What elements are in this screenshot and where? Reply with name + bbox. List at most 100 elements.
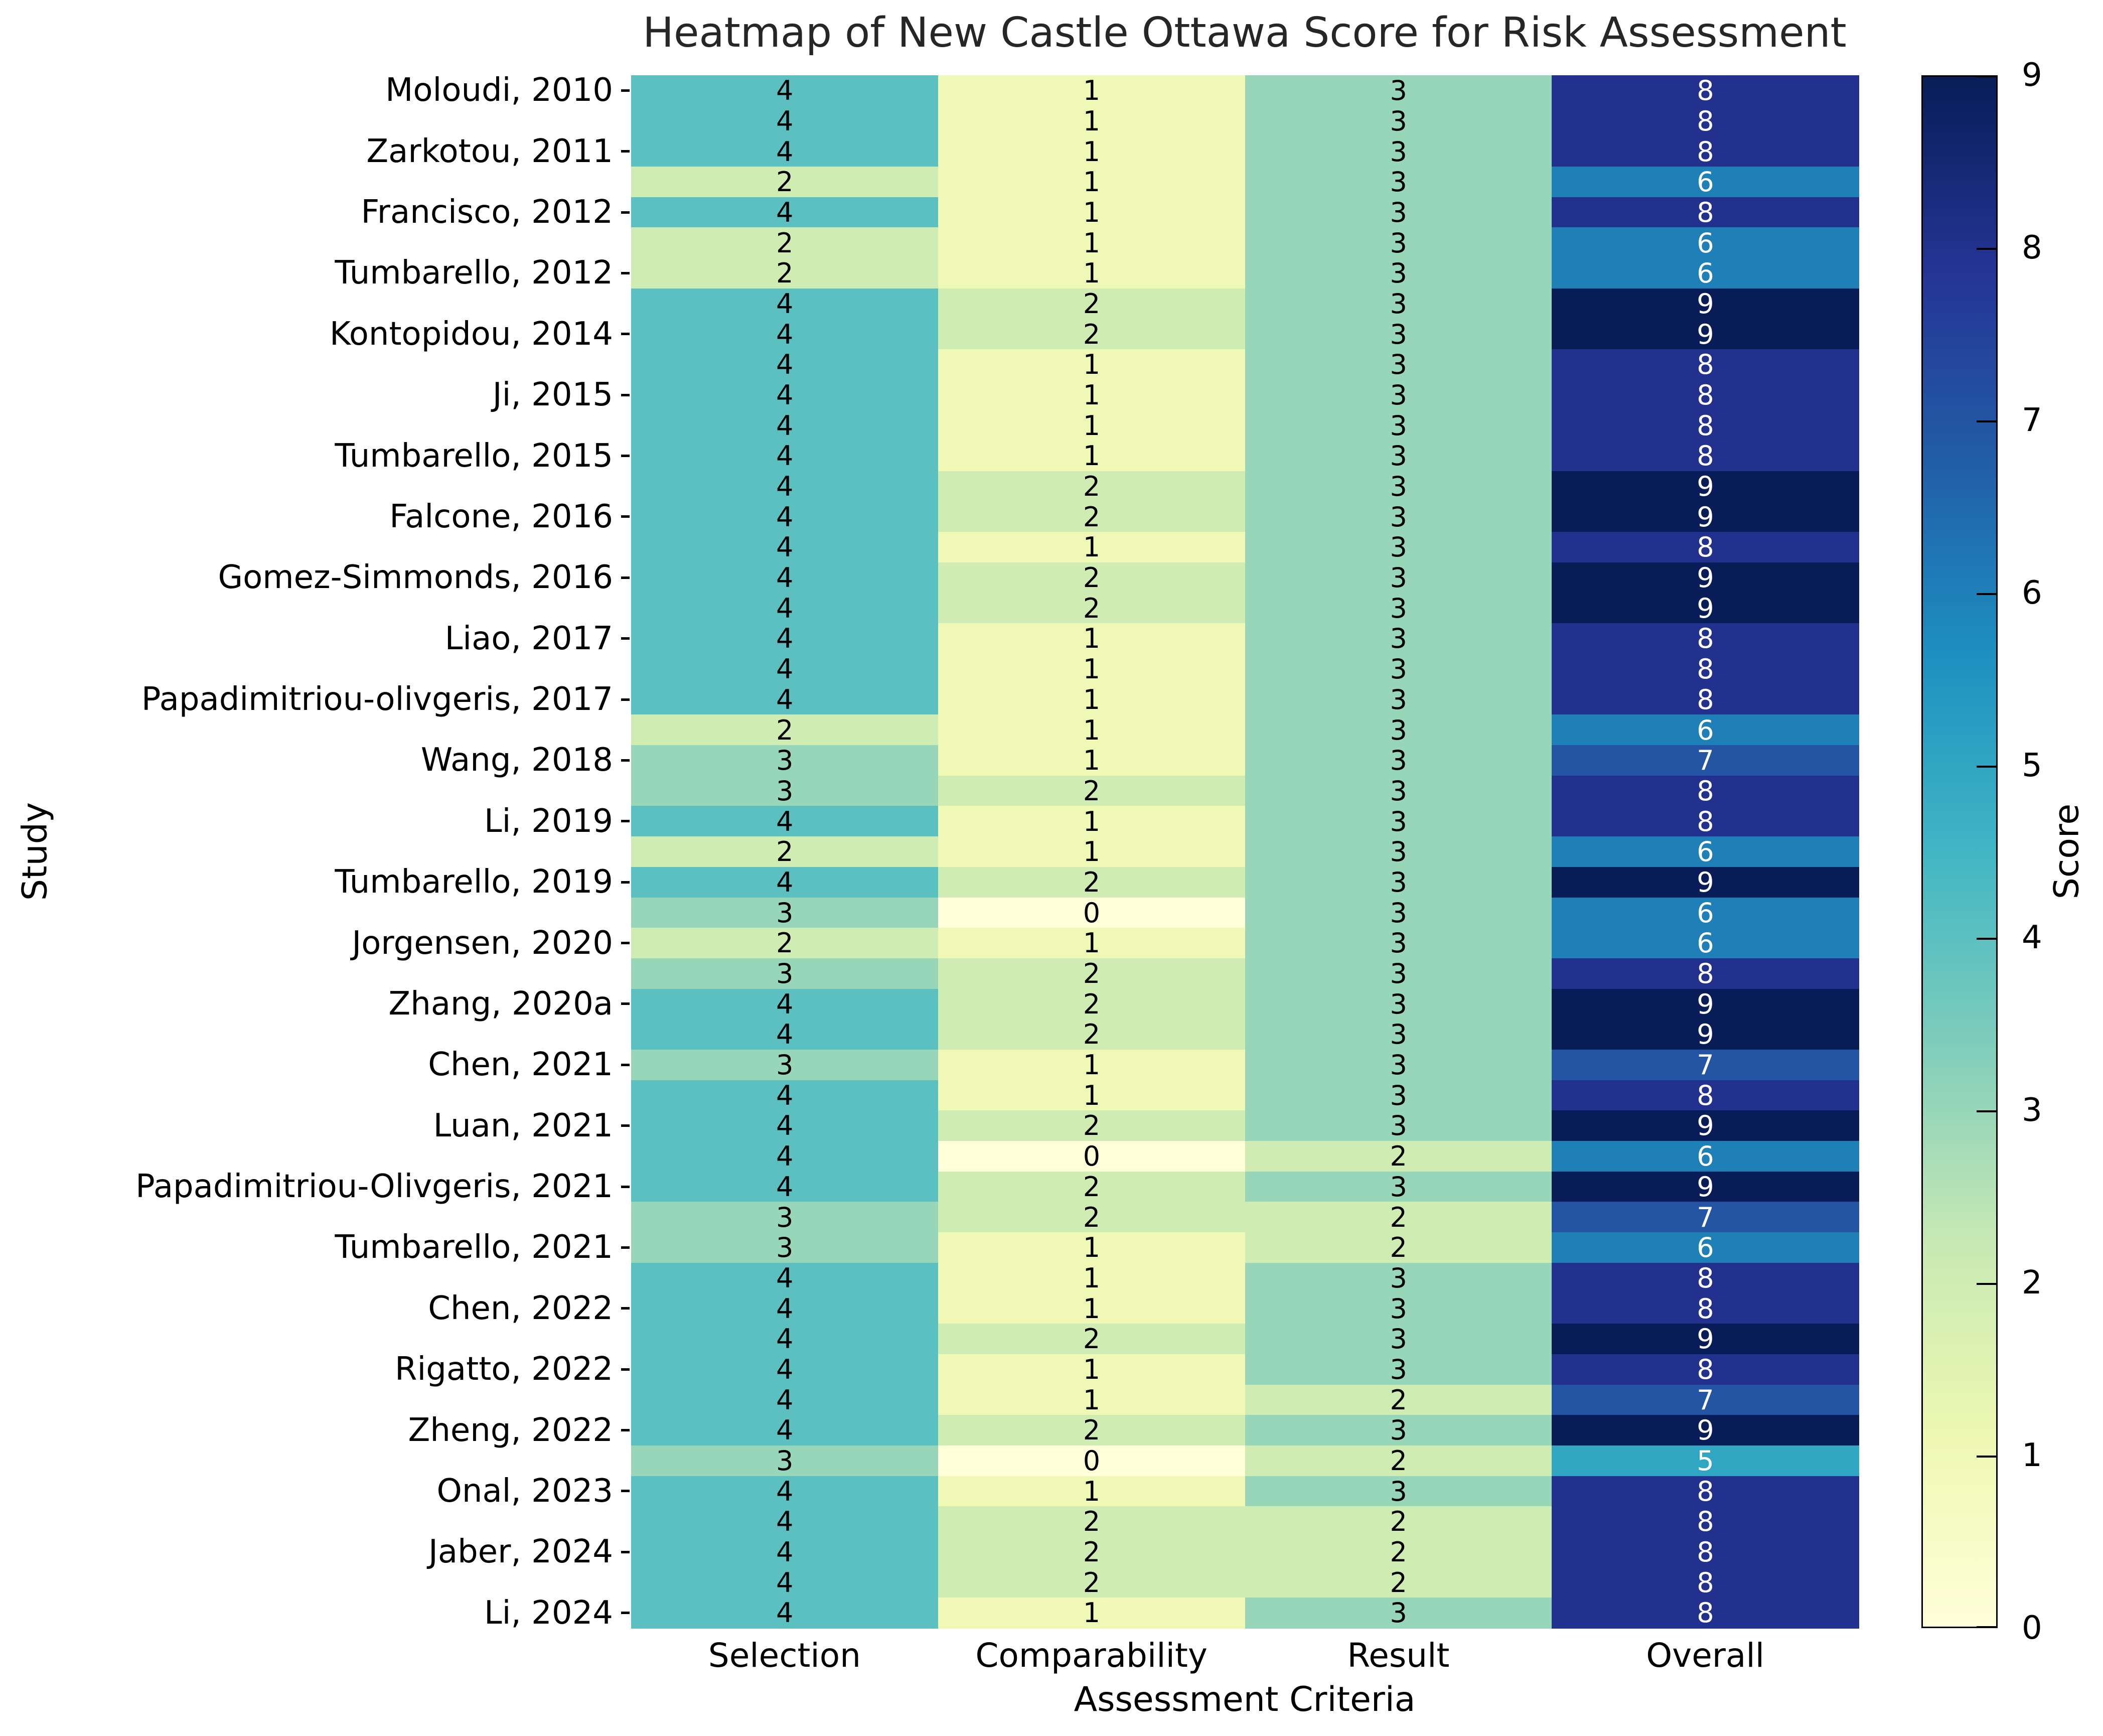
y-tick-label: Kontopidou, 2014 (329, 315, 613, 353)
heatmap-cell: 1 (938, 714, 1246, 746)
cell-value: 2 (1083, 318, 1101, 350)
cell-value: 3 (1390, 166, 1407, 198)
heatmap-cell: 4 (631, 1536, 939, 1568)
cell-value: 8 (1697, 805, 1714, 837)
heatmap-cell: 2 (938, 471, 1246, 502)
y-tick-mark (621, 211, 630, 214)
colorbar-tick-label: 6 (2022, 574, 2042, 612)
cell-value: 4 (776, 1353, 794, 1385)
heatmap-cell: 2 (1245, 1384, 1552, 1416)
heatmap-cell: 2 (1245, 1506, 1552, 1537)
heatmap-cell: 3 (1245, 227, 1552, 259)
colorbar-tick-mark (1977, 765, 1998, 768)
heatmap-cell: 1 (938, 745, 1246, 776)
cell-value: 3 (1390, 1292, 1407, 1325)
cell-value: 3 (1390, 805, 1407, 837)
heatmap-cell: 3 (1245, 836, 1552, 867)
cell-value: 3 (1390, 1414, 1407, 1446)
cell-value: 8 (1697, 623, 1714, 655)
heatmap-cell: 3 (1245, 288, 1552, 320)
heatmap-cell: 3 (1245, 714, 1552, 746)
heatmap-cell: 8 (1552, 440, 1859, 472)
cell-value: 4 (776, 1506, 794, 1538)
cell-value: 7 (1697, 1049, 1714, 1081)
cell-value: 8 (1697, 1566, 1714, 1599)
y-tick-mark (621, 698, 630, 701)
y-tick-label: Liao, 2017 (444, 620, 613, 657)
cell-value: 2 (1390, 1232, 1407, 1264)
heatmap-cell: 3 (1245, 927, 1552, 959)
heatmap-cell: 4 (631, 1262, 939, 1294)
y-tick-mark (621, 1002, 630, 1005)
cell-value: 2 (1390, 1536, 1407, 1568)
heatmap-cell: 8 (1552, 1293, 1859, 1325)
cell-value: 4 (776, 1323, 794, 1355)
heatmap-cell: 3 (1245, 410, 1552, 442)
heatmap-cell: 9 (1552, 1323, 1859, 1355)
y-tick-label: Tumbarello, 2012 (335, 254, 613, 292)
cell-value: 3 (1390, 623, 1407, 655)
cell-value: 2 (1390, 1445, 1407, 1477)
y-tick-mark (621, 1124, 630, 1127)
cell-value: 2 (1083, 1201, 1101, 1233)
y-tick-label: Tumbarello, 2019 (335, 863, 613, 901)
heatmap-cell: 1 (938, 1232, 1246, 1263)
heatmap-cell: 7 (1552, 1049, 1859, 1081)
cell-value: 8 (1697, 1597, 1714, 1629)
colorbar-tick-label: 4 (2022, 919, 2042, 957)
heatmap-cell: 2 (631, 836, 939, 867)
cell-value: 9 (1697, 471, 1714, 503)
cell-value: 3 (1390, 135, 1407, 168)
y-tick-label: Rigatto, 2022 (395, 1351, 613, 1388)
cell-value: 1 (1083, 1262, 1101, 1294)
cell-value: 4 (776, 349, 794, 381)
heatmap-cell: 1 (938, 197, 1246, 228)
heatmap-cell: 2 (938, 562, 1246, 594)
heatmap-cell: 8 (1552, 197, 1859, 228)
heatmap-cell: 3 (1245, 197, 1552, 228)
heatmap-cell: 4 (631, 136, 939, 168)
cell-value: 2 (776, 227, 794, 259)
y-tick-mark (621, 1063, 630, 1066)
cell-value: 2 (1083, 866, 1101, 898)
cell-value: 3 (1390, 1475, 1407, 1507)
cell-value: 8 (1697, 653, 1714, 685)
heatmap-cell: 4 (631, 653, 939, 685)
heatmap-cell: 8 (1552, 623, 1859, 654)
y-tick-label: Moloudi, 2010 (385, 72, 613, 109)
cell-value: 3 (1390, 1079, 1407, 1111)
cell-value: 3 (1390, 349, 1407, 381)
cell-value: 0 (1083, 1445, 1101, 1477)
cell-value: 4 (776, 1597, 794, 1629)
colorbar-tick-mark (1977, 247, 1998, 250)
heatmap-cell: 3 (1245, 1019, 1552, 1050)
heatmap-cell: 3 (1245, 1292, 1552, 1325)
cell-value: 2 (1390, 1566, 1407, 1599)
heatmap-cell: 9 (1552, 501, 1859, 533)
y-tick-mark (621, 942, 630, 945)
heatmap-cell: 7 (1552, 1384, 1859, 1416)
cell-value: 7 (1697, 1201, 1714, 1233)
cell-value: 4 (776, 1019, 794, 1051)
cell-value: 2 (1083, 562, 1101, 594)
cell-value: 8 (1697, 958, 1714, 990)
cell-value: 4 (776, 1079, 794, 1111)
cell-value: 9 (1697, 1323, 1714, 1355)
heatmap-cell: 1 (938, 684, 1246, 715)
heatmap-cell: 3 (631, 745, 939, 776)
heatmap-cell: 1 (938, 1262, 1246, 1294)
heatmap-cell: 4 (631, 988, 939, 1020)
heatmap-cell: 8 (1552, 958, 1859, 989)
cell-value: 3 (1390, 1049, 1407, 1081)
cell-value: 1 (1083, 440, 1101, 472)
heatmap-cell: 3 (1245, 257, 1552, 289)
heatmap-cell: 2 (631, 227, 939, 259)
heatmap-cell: 3 (1245, 1110, 1552, 1141)
heatmap-cell: 4 (631, 1476, 939, 1507)
cell-value: 8 (1697, 349, 1714, 381)
heatmap-cell: 9 (1552, 593, 1859, 624)
cell-value: 2 (1083, 592, 1101, 624)
heatmap-cell: 9 (1552, 1171, 1859, 1203)
cell-value: 2 (1083, 1171, 1101, 1203)
x-tick-label: Overall (1646, 1636, 1765, 1675)
